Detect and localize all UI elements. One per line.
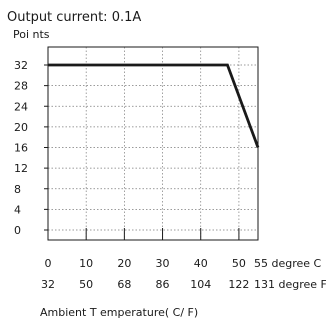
- series-line: [48, 63, 260, 148]
- y-tick-label: 28: [14, 80, 28, 93]
- x-tick-label-fahrenheit: 68: [117, 278, 131, 291]
- y-tick-label: 8: [14, 183, 21, 196]
- x-tick-label-celsius: 20: [117, 257, 131, 270]
- x-tick-label-fahrenheit: 131 degree F: [254, 278, 326, 291]
- x-tick-label-fahrenheit: 86: [156, 278, 170, 291]
- x-tick-label-celsius: 50: [232, 257, 246, 270]
- x-tick-label-celsius: 10: [79, 257, 93, 270]
- x-axis-label: Ambient T emperature( C/ F): [40, 306, 198, 319]
- y-tick-label: 16: [14, 142, 28, 155]
- x-tick-label-celsius: 0: [45, 257, 52, 270]
- x-tick-label-celsius: 55 degree C: [254, 257, 322, 270]
- grid: [48, 47, 258, 240]
- y-axis-label: Poi nts: [13, 28, 50, 41]
- x-tick-label-fahrenheit: 50: [79, 278, 93, 291]
- x-tick-label-celsius: 30: [156, 257, 170, 270]
- x-tick-label-fahrenheit: 122: [228, 278, 249, 291]
- y-tick-label: 0: [14, 224, 21, 237]
- tick-marks: [44, 64, 240, 240]
- y-tick-label: 12: [14, 162, 28, 175]
- chart-title: Output current: 0.1A: [7, 10, 141, 25]
- plot-frame: [47, 46, 259, 241]
- x-tick-label-fahrenheit: 32: [41, 278, 55, 291]
- y-tick-label: 20: [14, 121, 28, 134]
- y-tick-labels: 32 28 24 20 16 12 8 4 0: [14, 59, 28, 237]
- y-tick-label: 32: [14, 59, 28, 72]
- x-tick-labels-fahrenheit: 32 50 68 86 104 122 131 degree F: [41, 278, 326, 291]
- x-tick-label-fahrenheit: 104: [190, 278, 211, 291]
- series-group: [48, 63, 260, 148]
- x-tick-label-celsius: 40: [194, 257, 208, 270]
- y-tick-label: 24: [14, 100, 28, 113]
- x-tick-labels-celsius: 0 10 20 30 40 50 55 degree C: [45, 257, 322, 270]
- y-tick-label: 4: [14, 203, 21, 216]
